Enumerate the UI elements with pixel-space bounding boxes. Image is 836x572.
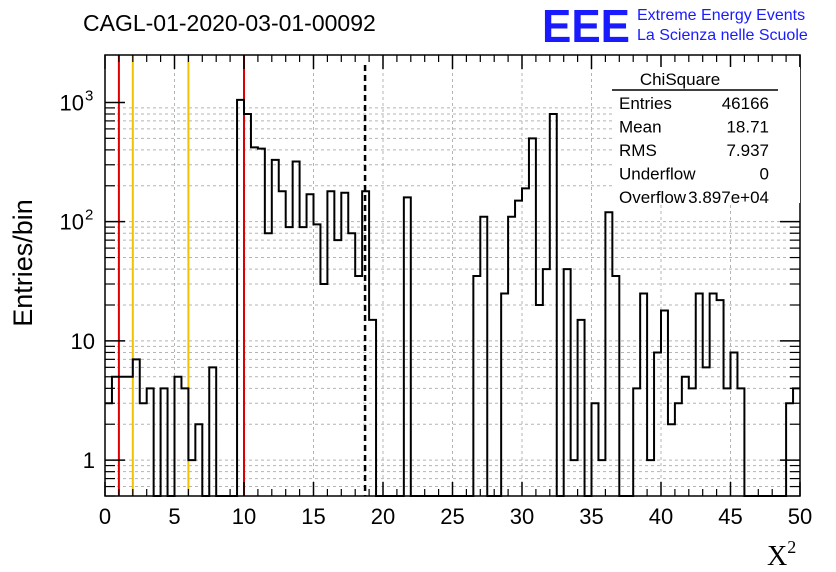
x-tick-label: 10 (232, 504, 256, 529)
stats-row-label: Entries (619, 94, 672, 113)
x-axis-label-sup: 2 (787, 537, 796, 557)
x-tick-label: 45 (718, 504, 742, 529)
y-tick-label: 10 (60, 210, 84, 235)
x-tick-label: 0 (99, 504, 111, 529)
x-axis-label: X2 (767, 537, 796, 572)
stats-row-label: Underflow (619, 165, 696, 184)
logo-line-2: La Scienza nelle Scuole (637, 27, 808, 44)
y-tick-exponent: 3 (85, 87, 93, 104)
x-tick-label: 40 (649, 504, 673, 529)
y-axis-label: Entries/bin (8, 199, 38, 327)
eee-logo: EEE Extreme Energy Events La Scienza nel… (542, 0, 808, 52)
y-tick-exponent: 2 (85, 207, 93, 224)
stats-row-label: RMS (619, 141, 657, 160)
stats-box: ChiSquare Entries 46166 Mean 18.71 RMS 7.937 U… (612, 67, 800, 207)
chart-title: CAGL-01-2020-03-01-00092 (83, 10, 376, 36)
x-tick-label: 30 (510, 504, 534, 529)
stats-row-label: Overflow (619, 188, 687, 207)
y-tick-label: 10 (71, 329, 95, 354)
x-tick-label: 25 (440, 504, 464, 529)
stats-row-value: 0 (760, 165, 769, 184)
x-axis-label-base: X (767, 541, 787, 572)
grid (105, 55, 800, 497)
x-tick-label: 35 (579, 504, 603, 529)
stats-box-name: ChiSquare (640, 70, 720, 89)
stats-row-value: 18.71 (726, 118, 769, 137)
y-tick-label: 1 (83, 448, 95, 473)
stats-row-label: Mean (619, 118, 662, 137)
logo-line-1: Extreme Energy Events (637, 7, 805, 24)
x-tick-label: 15 (301, 504, 325, 529)
logo-mark: EEE (542, 0, 630, 52)
y-tick-label: 10 (60, 90, 84, 115)
stats-row-value: 3.897e+04 (688, 188, 769, 207)
x-tick-label: 50 (788, 504, 812, 529)
x-tick-label: 20 (371, 504, 395, 529)
x-tick-label: 5 (168, 504, 180, 529)
stats-row-value: 7.937 (726, 141, 769, 160)
stats-rows: Entries 46166 Mean 18.71 RMS 7.937 Underflow 0 O… (619, 94, 769, 207)
stats-row-value: 46166 (722, 94, 769, 113)
